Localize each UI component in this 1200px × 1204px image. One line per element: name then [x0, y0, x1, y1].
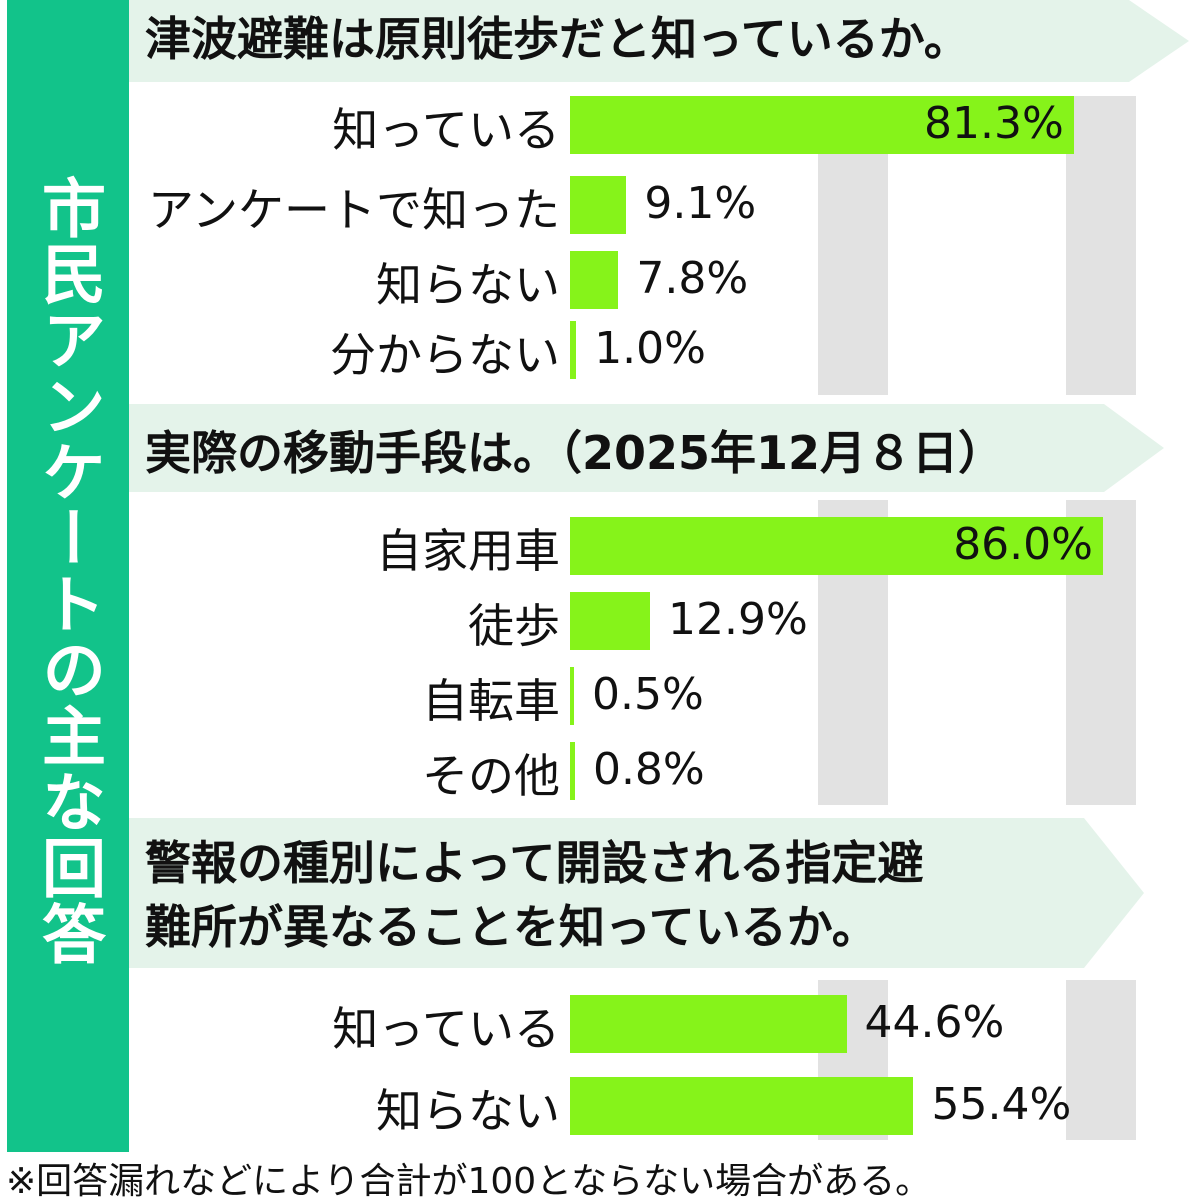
value-label: 1.0%: [594, 323, 706, 374]
category-label: その他: [422, 749, 560, 803]
side-title: 市民アンケートの主な回答: [31, 175, 105, 967]
bar: [570, 517, 1104, 575]
value-label: 81.3%: [924, 98, 1064, 149]
value-label: 0.5%: [592, 669, 704, 720]
bar: [570, 321, 577, 379]
bar: [570, 1077, 914, 1135]
bar: [570, 592, 650, 650]
category-label: 知らない: [376, 1084, 560, 1138]
category-label: アンケートで知った: [147, 183, 560, 237]
grid-band: [1066, 980, 1136, 1140]
bar: [570, 96, 1075, 154]
value-label: 86.0%: [953, 519, 1093, 570]
question-banner: [129, 404, 1164, 492]
side-panel: 市民アンケートの主な回答: [7, 0, 129, 1152]
bar: [570, 742, 575, 800]
question-banner: [129, 818, 1144, 968]
question-title: 実際の移動手段は。（2025年12月８日）: [145, 426, 1005, 480]
category-label: 徒歩: [468, 599, 560, 653]
value-label: 9.1%: [644, 178, 757, 229]
bar: [570, 667, 574, 725]
category-label: 分からない: [330, 328, 560, 382]
category-label: 知らない: [376, 258, 560, 312]
value-label: 44.6%: [864, 997, 1005, 1048]
category-label: 自家用車: [376, 524, 560, 578]
value-label: 55.4%: [931, 1079, 1072, 1130]
bar: [570, 995, 847, 1053]
value-label: 12.9%: [667, 594, 808, 645]
question-title: 警報の種別によって開設される指定避: [145, 836, 924, 890]
category-label: 自転車: [422, 674, 560, 728]
question-title: 津波避難は原則徒歩だと知っているか。: [145, 12, 970, 66]
value-label: 7.8%: [636, 253, 749, 304]
question-banner: [129, 0, 1189, 82]
bar: [570, 176, 627, 234]
bar: [570, 251, 619, 309]
question-title: 難所が異なることを知っているか。: [145, 900, 878, 954]
category-label: 知っている: [332, 103, 560, 157]
value-label: 0.8%: [592, 744, 705, 795]
grid-band: [1066, 96, 1136, 395]
footnote: ※回答漏れなどにより合計が100とならない場合がある。: [6, 1161, 932, 1202]
category-label: 知っている: [332, 1002, 560, 1056]
